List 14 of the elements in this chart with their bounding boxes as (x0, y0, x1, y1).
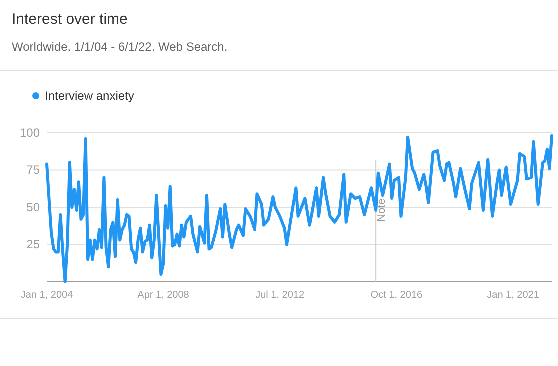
y-tick-label: 50 (26, 200, 40, 214)
y-tick-label: 25 (26, 238, 40, 252)
y-tick-label: 75 (26, 163, 40, 178)
x-tick-label: Jan 1, 2004 (20, 290, 74, 302)
legend-label: Interview anxiety (45, 89, 134, 103)
ref-line-label: Note (376, 198, 388, 222)
chart-subtitle: Worldwide. 1/1/04 - 6/1/22. Web Search. (12, 40, 228, 54)
x-tick-label: Jul 1, 2012 (256, 290, 305, 302)
x-tick-label: Oct 1, 2016 (370, 290, 423, 302)
line-series (46, 134, 554, 284)
x-tick-label: Apr 1, 2008 (138, 290, 190, 302)
chart-title: Interest over time (12, 11, 128, 28)
x-tick-label: Jan 1, 2021 (487, 290, 540, 302)
y-tick-label: 100 (20, 126, 40, 140)
